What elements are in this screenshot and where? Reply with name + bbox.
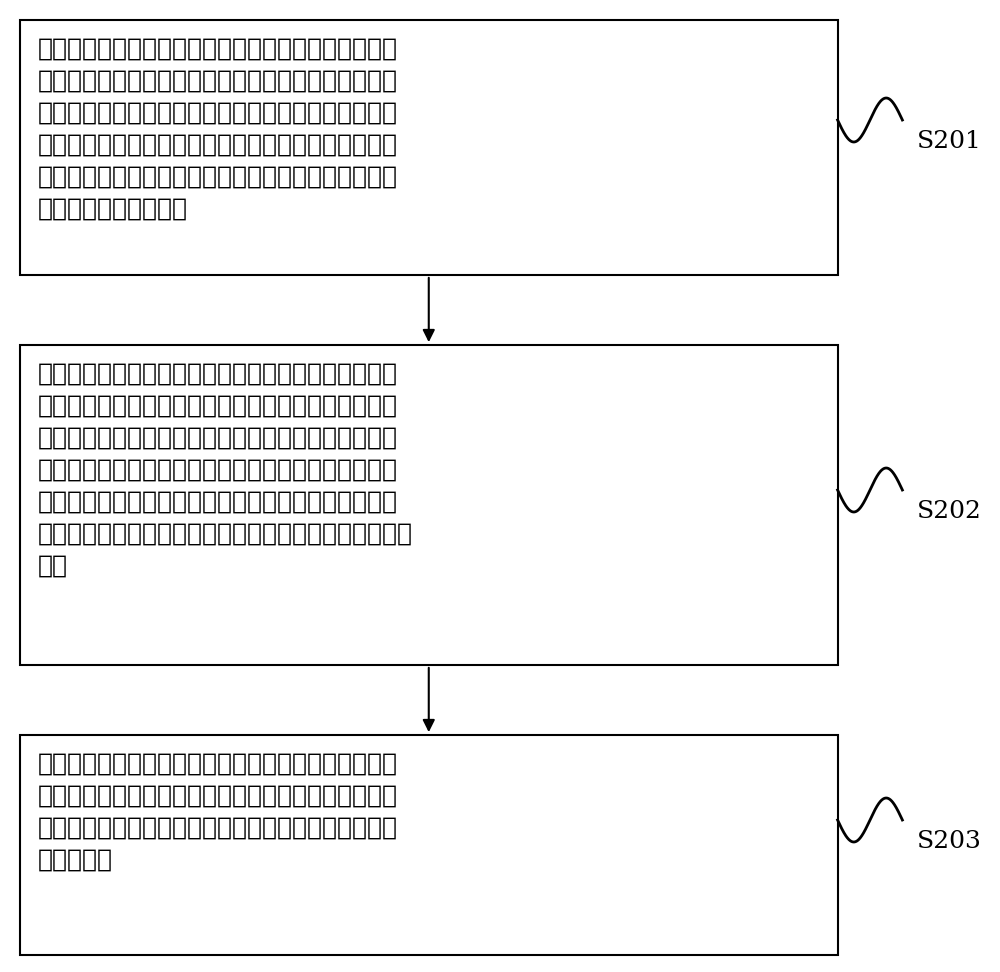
Text: S201: S201: [917, 130, 982, 153]
Bar: [20, 345, 838, 665]
Text: 在上述空调处于制冷模式时且在上述新风温度与上述室
内温度的差值大于温度修正量的情况下，降低上述设定
风挡和上述设定温度，或者，在上述空调处于制热模式
下且在上述: 在上述空调处于制冷模式时且在上述新风温度与上述室 内温度的差值大于温度修正量的情…: [38, 363, 413, 578]
Text: S203: S203: [917, 830, 982, 853]
Text: 重复步骤，依次重复上述获取步骤和上述调整步骤至少
一次直至上述新风温度和上述室内温度的差值的绝对值
小于上述温度修正量，使上述设定温度调回初始的上述
设定温度。: 重复步骤，依次重复上述获取步骤和上述调整步骤至少 一次直至上述新风温度和上述室内…: [38, 753, 398, 872]
Bar: [20, 735, 838, 955]
Text: 在上述空调的新风功能处于开启状态的情况下，获取新
风温度、室内温度、设定温度和设定风挡，上述新风温
度为上述空调的出风口的新风的温度，上述室内温度为
上述空调所: 在上述空调的新风功能处于开启状态的情况下，获取新 风温度、室内温度、设定温度和设…: [38, 38, 398, 221]
Bar: [20, 20, 838, 275]
Text: S202: S202: [917, 500, 982, 523]
